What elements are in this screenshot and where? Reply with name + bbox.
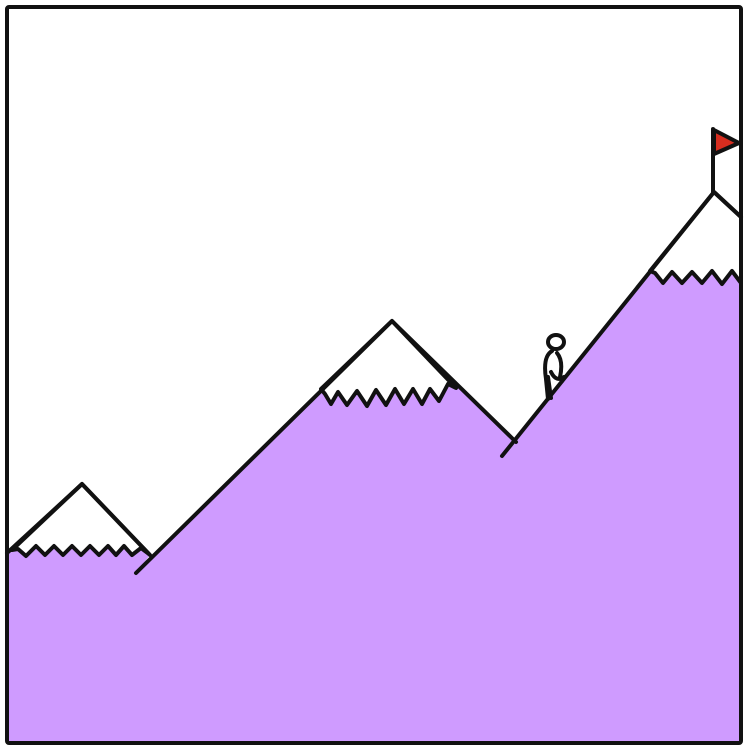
climber: [543, 333, 566, 401]
climber-body: [543, 349, 554, 401]
small-peak-outline: [5, 482, 152, 557]
climber-head: [546, 333, 566, 351]
middle-peak-outline: [134, 319, 518, 575]
climber-leg-back: [546, 375, 553, 400]
middle-peak-snow: [319, 319, 458, 408]
summit-flag: [711, 127, 741, 195]
frame: [5, 5, 743, 745]
purple-mountain-range: [7, 192, 741, 743]
climber-leg-front: [549, 370, 566, 381]
flag-icon: [712, 128, 741, 156]
